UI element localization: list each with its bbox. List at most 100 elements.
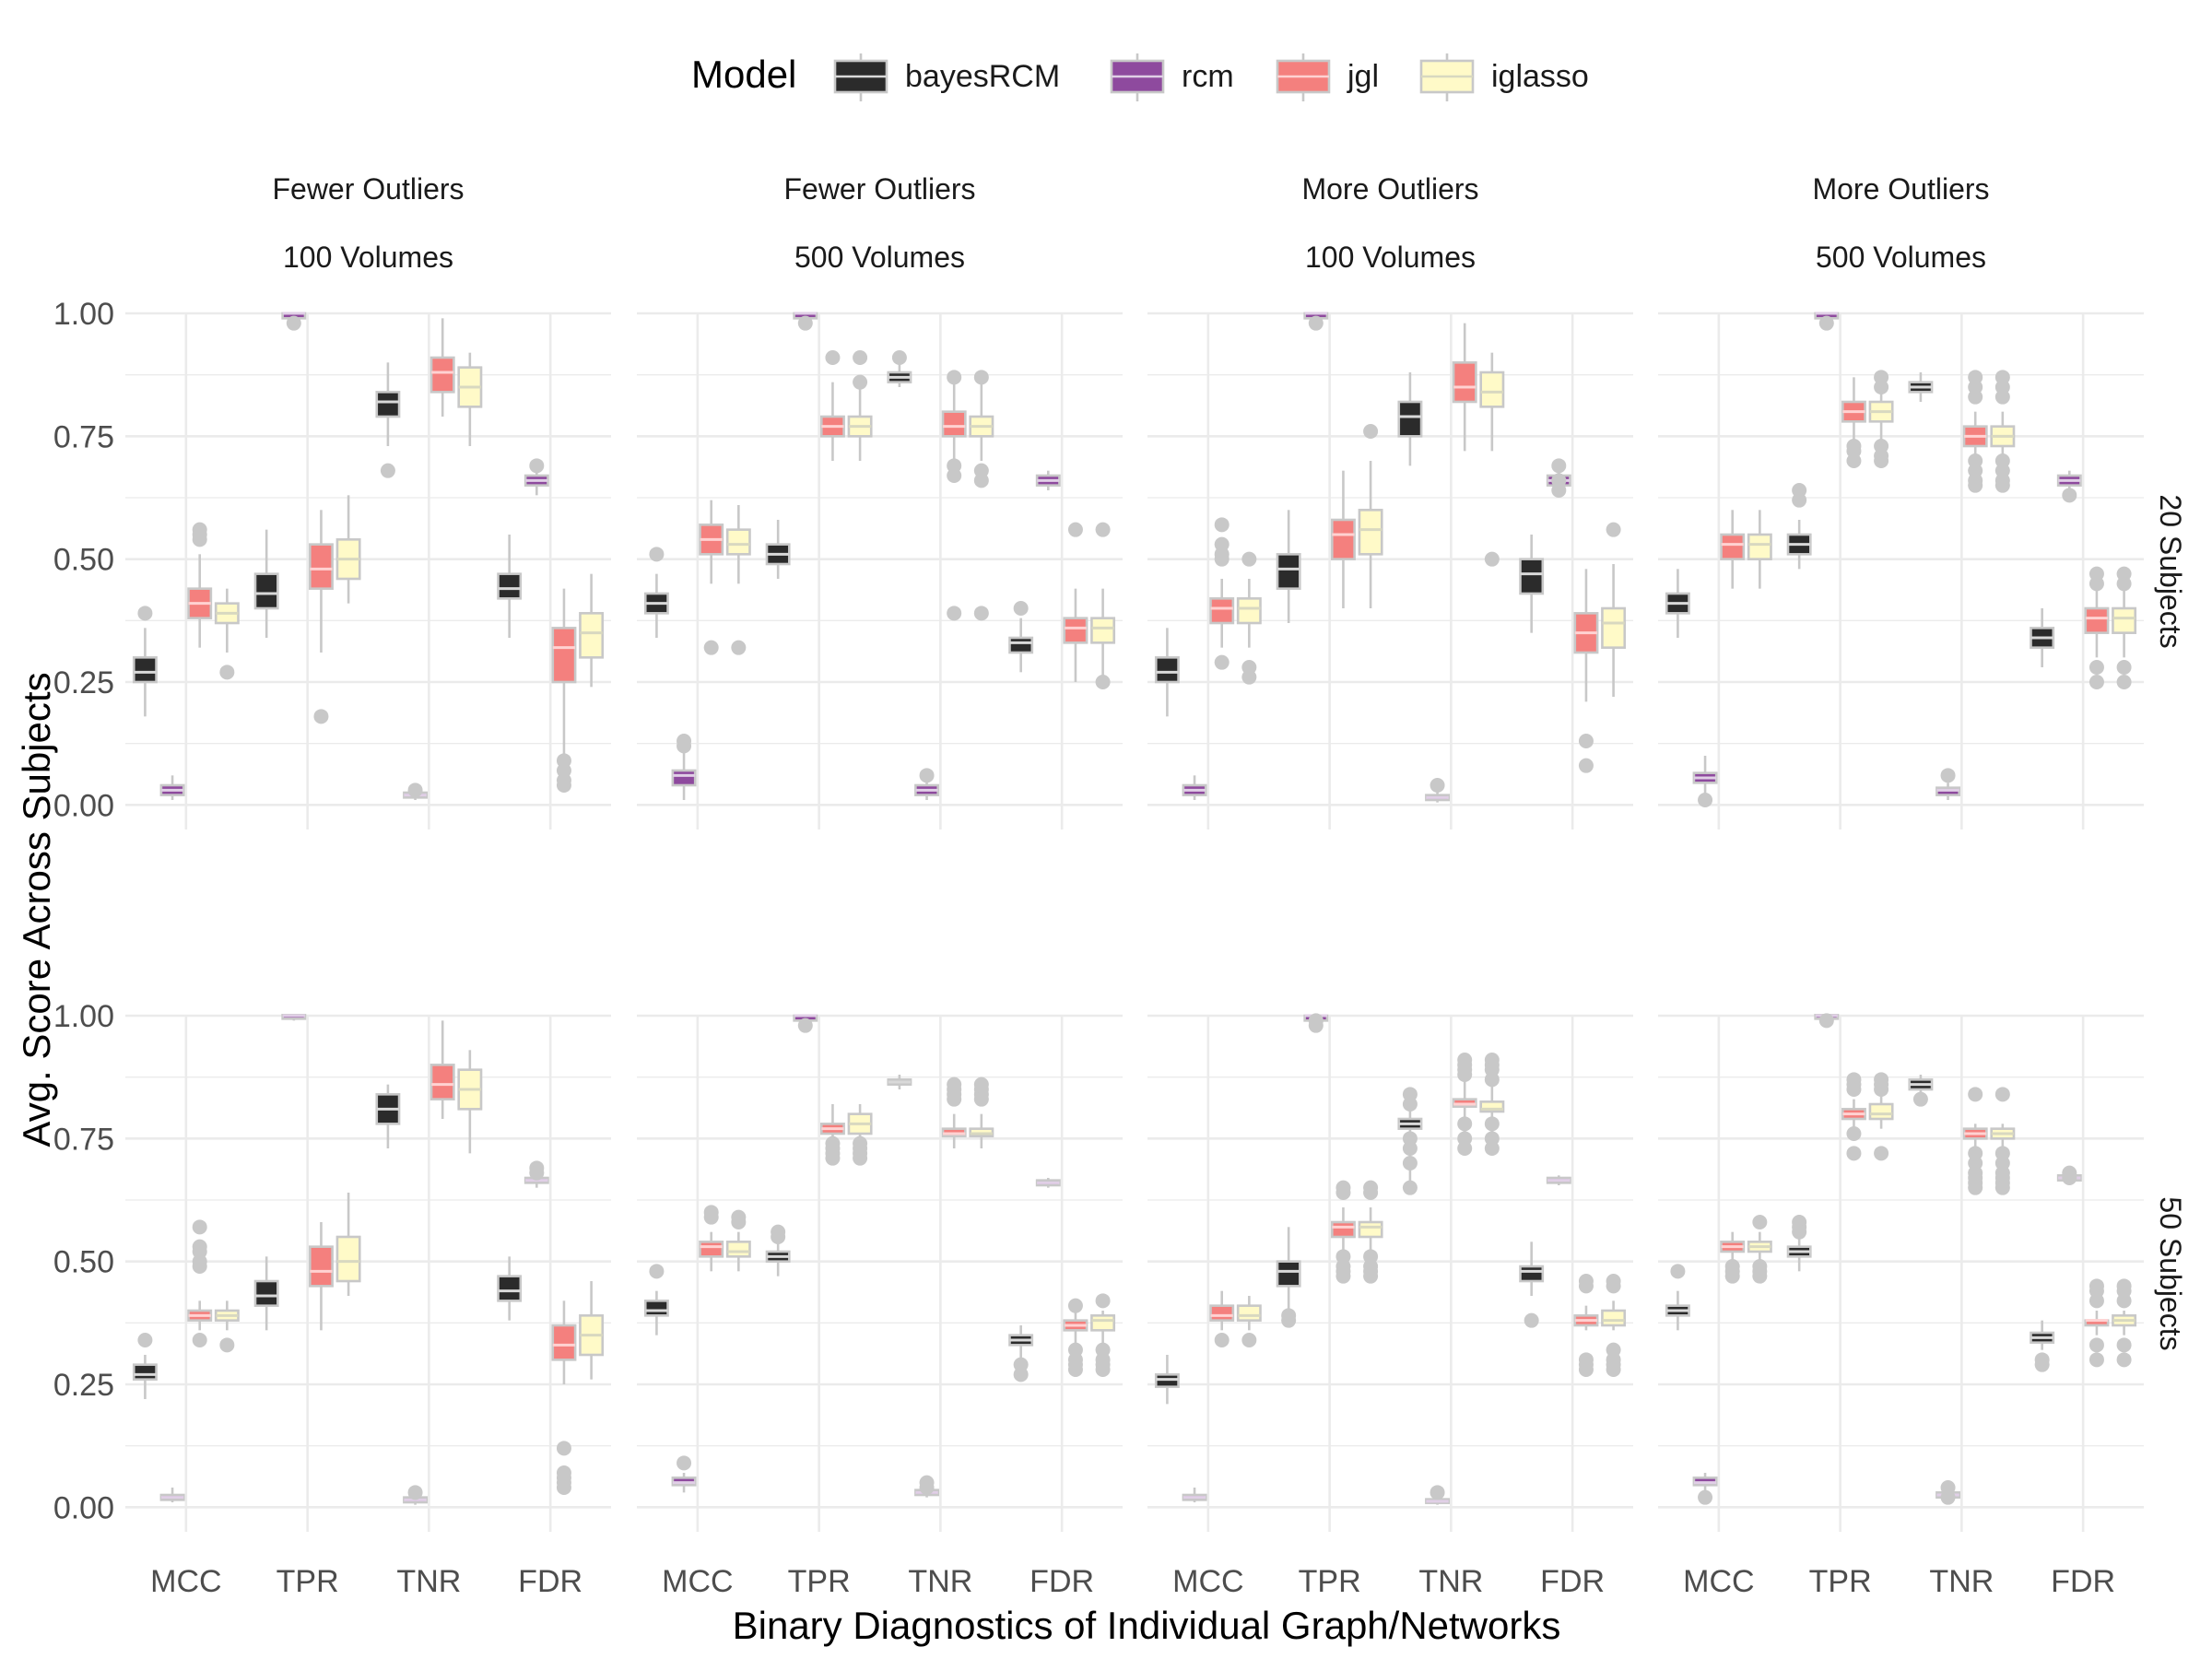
box-FDR-jgl	[551, 588, 577, 793]
y-tick-label: 1.00	[53, 999, 114, 1034]
box-iqr	[1209, 1304, 1235, 1322]
box-iqr	[1601, 606, 1627, 649]
box-iqr	[1479, 1100, 1505, 1113]
outlier-point	[407, 782, 423, 798]
x-tick-label: TNR	[1418, 1564, 1483, 1599]
outlier-point	[1430, 778, 1445, 793]
outlier-point	[1484, 551, 1500, 567]
box-MCC-jgl	[699, 500, 724, 655]
box-iqr	[1330, 518, 1356, 560]
box-MCC-iglasso	[214, 588, 240, 680]
outlier-point	[1214, 517, 1230, 533]
box-TPR-jgl	[308, 1222, 334, 1331]
x-tick-label: TNR	[908, 1564, 972, 1599]
outlier-point	[1578, 734, 1594, 748]
outlier-point	[1551, 458, 1567, 474]
outlier-point	[1874, 1146, 1889, 1161]
box-FDR-rcm	[1035, 470, 1061, 490]
box-MCC-rcm	[1182, 1488, 1207, 1502]
box-FDR-rcm	[1546, 458, 1571, 498]
y-axis-title: Avg. Score Across Subjects	[15, 672, 58, 1147]
outlier-point	[1484, 1141, 1500, 1156]
outlier-point	[677, 1455, 692, 1471]
outlier-point	[825, 1150, 841, 1166]
box-iqr	[1868, 1102, 1894, 1121]
outlier-point	[1241, 551, 1257, 567]
outlier-point	[1792, 492, 1807, 508]
box-FDR-rcm	[524, 458, 549, 496]
box-TPR-jgl	[1330, 1180, 1356, 1284]
box-TPR-bayesRCM	[765, 1224, 791, 1277]
legend-label: bayesRCM	[905, 59, 1060, 94]
box-TPR-iglasso	[1358, 1180, 1383, 1284]
box-MCC-rcm	[1692, 756, 1718, 807]
outlier-point	[1241, 669, 1257, 685]
outlier-point	[1578, 758, 1594, 773]
outlier-point	[1874, 453, 1889, 468]
box-TNR-bayesRCM	[1908, 372, 1934, 402]
legend-title: Model	[691, 53, 796, 96]
outlier-point	[973, 473, 989, 488]
outlier-point	[919, 1480, 935, 1495]
box-FDR-rcm	[1546, 1175, 1571, 1185]
outlier-point	[192, 1219, 207, 1235]
box-iqr	[375, 391, 401, 418]
box-FDR-bayesRCM	[2030, 608, 2055, 667]
outlier-point	[2088, 675, 2104, 689]
box-iqr	[643, 1300, 669, 1317]
box-FDR-bayesRCM	[1519, 535, 1545, 633]
box-FDR-rcm	[1035, 1178, 1061, 1188]
box-iqr	[253, 572, 279, 610]
box-MCC-bayesRCM	[643, 547, 669, 638]
legend-label: jgl	[1347, 59, 1379, 94]
outlier-point	[947, 1091, 962, 1107]
box-MCC-jgl	[1209, 517, 1235, 670]
outlier-point	[703, 1209, 719, 1225]
box-FDR-iglasso	[1090, 1293, 1116, 1377]
outlier-point	[2062, 488, 2077, 503]
outlier-point	[973, 370, 989, 385]
outlier-point	[1968, 1180, 1983, 1195]
box-TPR-bayesRCM	[253, 1256, 279, 1331]
outlier-point	[731, 640, 747, 655]
x-axis-title: Binary Diagnostics of Individual Graph/N…	[733, 1604, 1561, 1647]
outlier-point	[1363, 1185, 1379, 1200]
box-TPR-jgl	[308, 510, 334, 724]
outlier-point	[797, 1018, 813, 1033]
box-TNR-iglasso	[969, 370, 994, 621]
box-FDR-bayesRCM	[1519, 1241, 1545, 1328]
outlier-point	[1335, 1268, 1351, 1284]
outlier-point	[1524, 1312, 1539, 1328]
box-FDR-jgl	[2084, 1278, 2110, 1368]
outlier-point	[1994, 389, 2010, 405]
y-tick-label: 0.50	[53, 543, 114, 578]
box-FDR-iglasso	[2112, 1278, 2137, 1368]
box-iqr	[2112, 606, 2137, 634]
box-MCC-rcm	[159, 1488, 185, 1502]
box-iqr	[429, 1064, 455, 1100]
outlier-point	[1430, 1485, 1445, 1500]
x-tick-label: FDR	[1540, 1564, 1605, 1599]
outlier-point	[1067, 1298, 1083, 1313]
y-tick-label: 0.25	[53, 1368, 114, 1403]
y-tick-label: 0.00	[53, 1490, 114, 1525]
column-strip-line1: More Outliers	[1812, 172, 1989, 206]
box-iqr	[2084, 606, 2110, 634]
outlier-point	[1402, 1097, 1418, 1112]
box-TPR-rcm	[1814, 312, 1840, 331]
axis-ticks: 0.00 0.25 0.50 0.75 1.00 MCC TPR TNR FDR MCC TPR TN…	[53, 297, 2115, 1599]
box-TPR-jgl	[1841, 377, 1866, 468]
box-iqr	[1330, 1220, 1356, 1239]
outlier-point	[1214, 1333, 1230, 1347]
outlier-point	[649, 1264, 665, 1279]
outlier-point	[703, 640, 719, 655]
outlier-point	[2088, 1337, 2104, 1353]
box-TNR-jgl	[1452, 323, 1477, 452]
box-MCC-jgl	[699, 1205, 724, 1272]
box-TNR-jgl	[1962, 370, 1988, 493]
box-MCC-iglasso	[214, 1300, 240, 1353]
outlier-point	[2116, 576, 2132, 592]
box-MCC-iglasso	[1747, 510, 1772, 589]
outlier-point	[1874, 1082, 1889, 1097]
legend: Model bayesRCM rcm jgl iglasso	[691, 53, 1589, 101]
